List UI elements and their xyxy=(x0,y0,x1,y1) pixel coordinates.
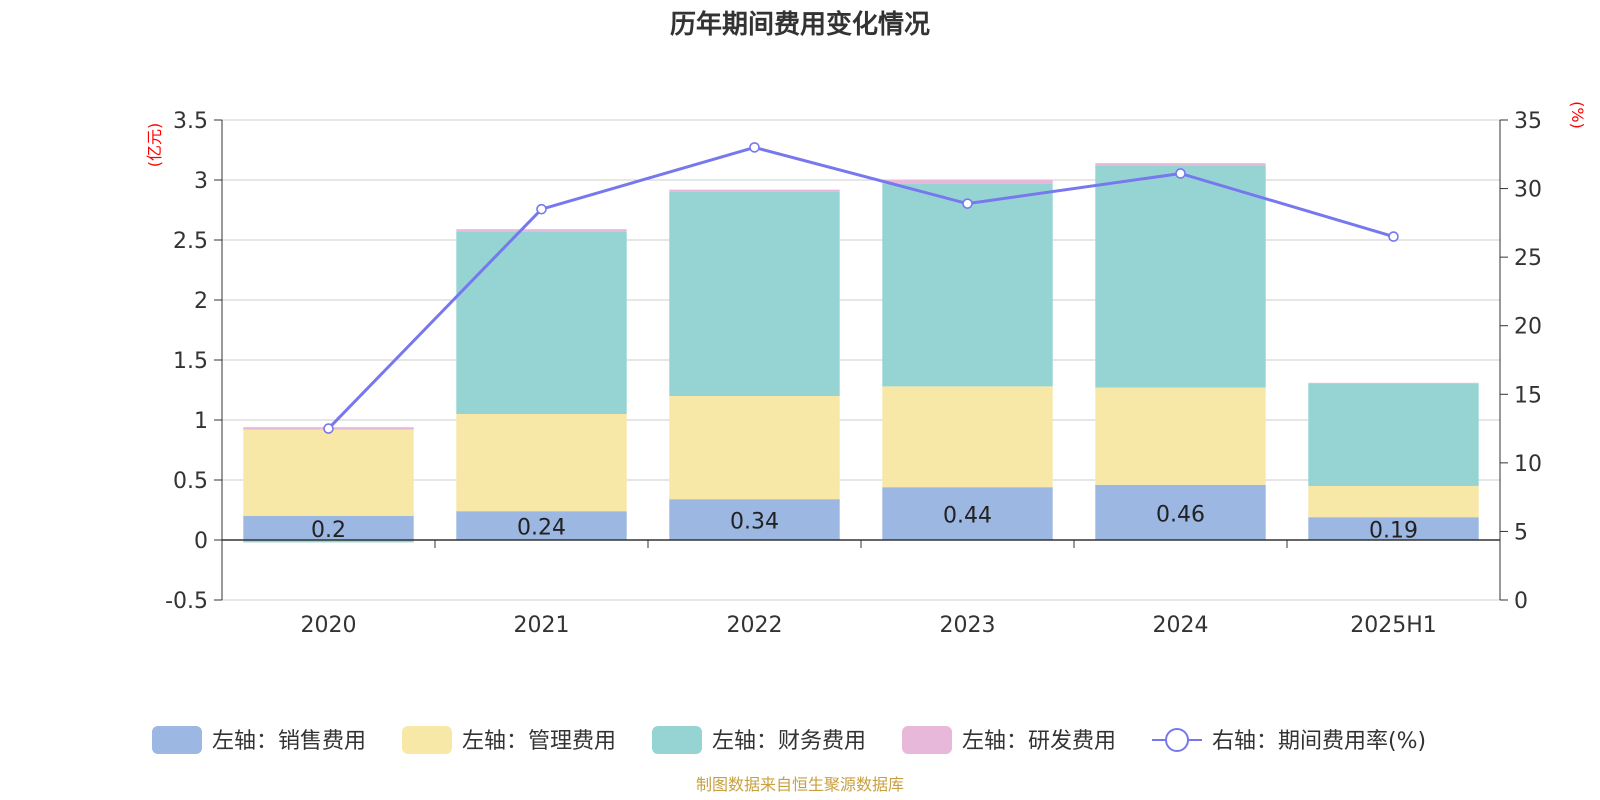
bar-2022-series0 xyxy=(669,499,840,540)
bar-2023-series3 xyxy=(882,180,1053,184)
left-tick-label: 1.5 xyxy=(173,349,208,374)
chart-title: 历年期间费用变化情况 xyxy=(670,9,930,40)
data-label-2025H1: 0.19 xyxy=(1369,519,1418,544)
right-tick-label: 25 xyxy=(1514,246,1542,271)
right-tick-label: 15 xyxy=(1514,383,1542,408)
left-tick-label: 3.5 xyxy=(173,109,208,134)
legend-label-3: 左轴：研发费用 xyxy=(962,729,1116,754)
right-tick-label: 5 xyxy=(1514,520,1528,545)
right-tick-label: 35 xyxy=(1514,109,1542,134)
rate-line xyxy=(323,142,1399,434)
legend-label-4: 右轴：期间费用率(%) xyxy=(1212,729,1426,754)
left-tick-label: 0 xyxy=(194,529,208,554)
data-label-2020: 0.2 xyxy=(311,518,346,543)
bar-2021-series0 xyxy=(456,511,627,540)
bar-2023-series1 xyxy=(882,386,1053,488)
bar-2025H1-series3 xyxy=(1308,382,1479,384)
bar-2024-series3 xyxy=(1095,163,1266,166)
bar-2021-series1 xyxy=(456,414,627,512)
category-label-2023: 2023 xyxy=(940,613,996,638)
legend-marker-swatch xyxy=(1165,728,1189,752)
category-label-2022: 2022 xyxy=(727,613,783,638)
legend-label-2: 左轴：财务费用 xyxy=(712,729,866,754)
bar-2025H1-series0 xyxy=(1308,517,1479,540)
data-label-2021: 0.24 xyxy=(517,516,566,541)
category-label-2021: 2021 xyxy=(514,613,570,638)
legend-swatch-2 xyxy=(652,726,702,754)
bar-2020-series2 xyxy=(243,540,414,543)
bar-2024-series0 xyxy=(1095,484,1266,540)
rate-line-path xyxy=(327,145,1394,430)
data-label-2024: 0.46 xyxy=(1156,502,1205,527)
right-tick-label: 0 xyxy=(1514,589,1528,614)
category-label-2020: 2020 xyxy=(301,613,357,638)
bar-2022-series3 xyxy=(669,189,840,192)
right-tick-label: 10 xyxy=(1514,452,1542,477)
bar-2025H1-series2 xyxy=(1308,384,1479,486)
rate-point-2020 xyxy=(323,423,334,434)
bar-2022-series2 xyxy=(669,192,840,396)
right-axis-unit: (%) xyxy=(1568,101,1587,129)
left-tick-label: 1 xyxy=(194,409,208,434)
right-tick-label: 30 xyxy=(1514,178,1542,203)
rate-point-2023 xyxy=(962,198,973,209)
legend-swatch-1 xyxy=(402,726,452,754)
source-note: 制图数据来自恒生聚源数据库 xyxy=(696,775,904,794)
right-tick-label: 20 xyxy=(1514,315,1542,340)
bars xyxy=(243,163,1479,543)
left-tick-label: 3 xyxy=(194,169,208,194)
legend-label-0: 左轴：销售费用 xyxy=(212,729,366,754)
rate-point-2025H1 xyxy=(1388,231,1399,242)
left-tick-label: 2.5 xyxy=(173,229,208,254)
bar-2020-series0 xyxy=(243,516,414,540)
left-tick-label: -0.5 xyxy=(165,589,208,614)
category-label-2024: 2024 xyxy=(1153,613,1209,638)
left-tick-label: 2 xyxy=(194,289,208,314)
bar-2020-series1 xyxy=(243,429,414,516)
legend-swatch-3 xyxy=(902,726,952,754)
bar-2024-series2 xyxy=(1095,165,1266,388)
data-label-2023: 0.44 xyxy=(943,504,992,529)
bar-2024-series1 xyxy=(1095,387,1266,485)
bar-2023-series2 xyxy=(882,183,1053,387)
data-labels: 0.2 0.24 0.34 0.44 0.46 0.19 xyxy=(311,502,1418,543)
left-axis-unit: (亿元) xyxy=(145,123,164,168)
category-label-2025H1: 2025H1 xyxy=(1350,613,1437,638)
rate-point-2024 xyxy=(1175,168,1186,179)
bar-2023-series0 xyxy=(882,487,1053,540)
axes: -0.5 0 0.5 1 1.5 2 2.5 3 3.5 0 5 10 15 20 25 30 35 2020 20… xyxy=(165,109,1542,638)
bar-2025H1-series1 xyxy=(1308,486,1479,518)
legend: 左轴：销售费用 左轴：管理费用 左轴：财务费用 左轴：研发费用 右轴：期间费用率(%) xyxy=(152,726,1426,754)
data-label-2022: 0.34 xyxy=(730,510,779,535)
legend-swatch-0 xyxy=(152,726,202,754)
rate-point-2022 xyxy=(749,142,760,153)
bar-2021-series2 xyxy=(456,231,627,414)
rate-point-2021 xyxy=(536,203,547,215)
legend-label-1: 左轴：管理费用 xyxy=(462,729,616,754)
bar-2021-series3 xyxy=(456,229,627,232)
bar-2022-series1 xyxy=(669,396,840,500)
left-tick-label: 0.5 xyxy=(173,469,208,494)
